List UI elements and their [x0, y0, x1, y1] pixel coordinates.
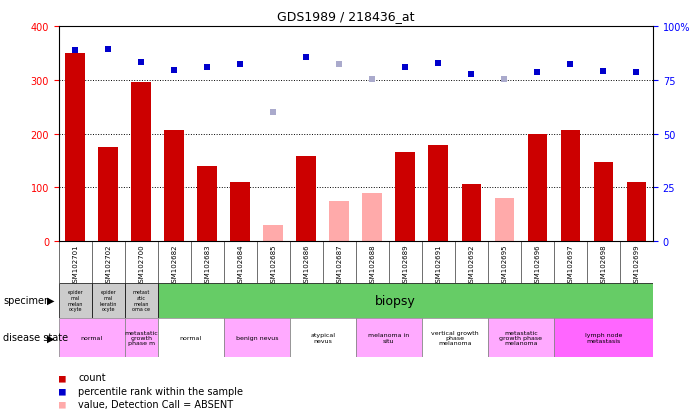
Text: GSM102698: GSM102698 — [600, 244, 607, 286]
Text: GSM102701: GSM102701 — [73, 244, 78, 286]
Bar — [224, 318, 290, 357]
Bar — [158, 318, 224, 357]
Text: GSM102691: GSM102691 — [435, 244, 442, 286]
Bar — [527, 134, 547, 242]
Text: normal: normal — [180, 335, 202, 340]
Bar — [263, 225, 283, 242]
Text: benign nevus: benign nevus — [236, 335, 278, 340]
Text: GSM102700: GSM102700 — [138, 244, 144, 286]
Bar — [230, 183, 250, 242]
Text: atypical
nevus: atypical nevus — [310, 332, 335, 343]
Bar — [131, 83, 151, 242]
Bar — [296, 157, 316, 242]
Bar — [98, 147, 118, 242]
Text: ■: ■ — [59, 373, 66, 382]
Text: ■: ■ — [59, 412, 66, 413]
Bar — [627, 183, 646, 242]
Text: melanoma in
situ: melanoma in situ — [368, 332, 410, 343]
Text: metastatic
growth
phase m: metastatic growth phase m — [124, 330, 158, 346]
Bar — [560, 131, 580, 242]
Text: ■: ■ — [59, 386, 66, 396]
Bar — [66, 54, 85, 242]
Text: count: count — [78, 373, 106, 382]
Bar — [125, 318, 158, 357]
Text: GSM102686: GSM102686 — [303, 244, 310, 286]
Text: GSM102692: GSM102692 — [468, 244, 475, 286]
Bar — [330, 201, 349, 242]
Bar — [164, 131, 184, 242]
Bar — [363, 193, 382, 242]
Text: GSM102685: GSM102685 — [270, 244, 276, 286]
Bar — [158, 283, 653, 318]
Text: ■: ■ — [59, 399, 66, 409]
Bar — [495, 199, 514, 242]
Text: GSM102699: GSM102699 — [634, 244, 639, 286]
Bar — [488, 318, 554, 357]
Text: lymph node
metastasis: lymph node metastasis — [585, 332, 622, 343]
Bar — [428, 146, 448, 242]
Text: GSM102695: GSM102695 — [502, 244, 507, 286]
Bar — [422, 318, 488, 357]
Text: GSM102683: GSM102683 — [205, 244, 210, 286]
Bar — [92, 283, 125, 318]
Bar — [395, 153, 415, 242]
Bar — [462, 184, 482, 242]
Text: GSM102689: GSM102689 — [402, 244, 408, 286]
Text: rank, Detection Call = ABSENT: rank, Detection Call = ABSENT — [78, 412, 228, 413]
Text: GSM102687: GSM102687 — [337, 244, 342, 286]
Bar — [59, 318, 125, 357]
Text: ▶: ▶ — [47, 332, 54, 343]
Text: GDS1989 / 218436_at: GDS1989 / 218436_at — [277, 10, 414, 23]
Bar — [290, 318, 356, 357]
Bar — [554, 318, 653, 357]
Text: normal: normal — [81, 335, 103, 340]
Text: GSM102702: GSM102702 — [105, 244, 111, 286]
Text: GSM102697: GSM102697 — [567, 244, 574, 286]
Text: percentile rank within the sample: percentile rank within the sample — [78, 386, 243, 396]
Text: epider
mal
melan
ocyte: epider mal melan ocyte — [67, 289, 83, 312]
Bar — [125, 283, 158, 318]
Text: vertical growth
phase
melanoma: vertical growth phase melanoma — [431, 330, 479, 346]
Text: metastatic
growth phase
melanoma: metastatic growth phase melanoma — [500, 330, 542, 346]
Text: specimen: specimen — [3, 295, 50, 306]
Text: GSM102688: GSM102688 — [370, 244, 375, 286]
Text: GSM102684: GSM102684 — [237, 244, 243, 286]
Bar — [356, 318, 422, 357]
Text: GSM102682: GSM102682 — [171, 244, 178, 286]
Text: biopsy: biopsy — [375, 294, 416, 307]
Text: GSM102696: GSM102696 — [534, 244, 540, 286]
Bar — [198, 166, 217, 242]
Text: disease state: disease state — [3, 332, 68, 343]
Text: metast
atic
melan
oma ce: metast atic melan oma ce — [132, 289, 150, 312]
Bar — [594, 162, 614, 242]
Text: epider
mal
keratin
ocyte: epider mal keratin ocyte — [100, 289, 117, 312]
Text: ▶: ▶ — [47, 295, 54, 306]
Bar — [59, 283, 92, 318]
Text: value, Detection Call = ABSENT: value, Detection Call = ABSENT — [78, 399, 233, 409]
